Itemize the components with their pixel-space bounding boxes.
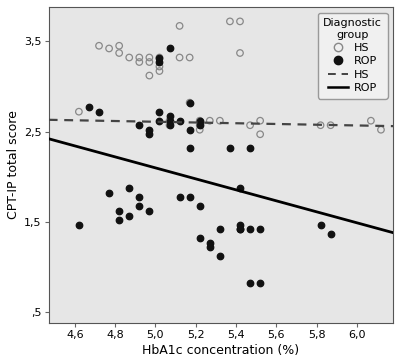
Point bbox=[146, 59, 152, 65]
Point bbox=[196, 122, 203, 128]
Point bbox=[156, 68, 163, 74]
Point bbox=[146, 131, 152, 137]
Point bbox=[217, 253, 223, 259]
Point bbox=[257, 226, 263, 232]
Point bbox=[126, 55, 132, 60]
Point bbox=[206, 244, 213, 250]
Point bbox=[156, 118, 163, 124]
Point bbox=[196, 122, 203, 128]
Point bbox=[186, 100, 193, 106]
Point bbox=[247, 280, 253, 286]
Point bbox=[116, 50, 122, 56]
Point bbox=[247, 145, 253, 151]
Point bbox=[368, 118, 374, 124]
Point bbox=[156, 59, 163, 65]
Point bbox=[206, 118, 213, 124]
Point bbox=[247, 226, 253, 232]
Point bbox=[237, 226, 243, 232]
Point bbox=[237, 222, 243, 228]
Point bbox=[106, 46, 112, 51]
Point bbox=[196, 127, 203, 132]
Point bbox=[126, 213, 132, 218]
Point bbox=[166, 113, 173, 119]
Point bbox=[378, 127, 384, 132]
Y-axis label: CPT-IP total score: CPT-IP total score bbox=[7, 111, 20, 219]
Point bbox=[257, 280, 263, 286]
Point bbox=[156, 109, 163, 115]
Point bbox=[146, 73, 152, 79]
Point bbox=[196, 203, 203, 209]
Point bbox=[166, 118, 173, 124]
Point bbox=[166, 118, 173, 124]
Point bbox=[227, 145, 233, 151]
Point bbox=[257, 118, 263, 124]
Point bbox=[186, 55, 193, 60]
Point bbox=[126, 186, 132, 191]
Point bbox=[136, 203, 142, 209]
Point bbox=[76, 109, 82, 115]
Point bbox=[217, 226, 223, 232]
Point bbox=[156, 64, 163, 70]
Point bbox=[176, 118, 183, 124]
Point bbox=[96, 109, 102, 115]
Point bbox=[156, 55, 163, 60]
Point bbox=[146, 55, 152, 60]
Point bbox=[186, 127, 193, 132]
Point bbox=[156, 55, 163, 60]
Point bbox=[237, 226, 243, 232]
Point bbox=[96, 43, 102, 49]
Point bbox=[86, 104, 92, 110]
Point bbox=[146, 208, 152, 214]
Point bbox=[317, 122, 324, 128]
Point bbox=[237, 50, 243, 56]
Point bbox=[166, 122, 173, 128]
Point bbox=[136, 55, 142, 60]
Point bbox=[76, 222, 82, 228]
Point bbox=[136, 122, 142, 128]
Point bbox=[217, 118, 223, 124]
Point bbox=[257, 131, 263, 137]
X-axis label: HbA1c concentration (%): HbA1c concentration (%) bbox=[142, 344, 300, 357]
Point bbox=[237, 186, 243, 191]
Point bbox=[317, 222, 324, 228]
Point bbox=[186, 100, 193, 106]
Point bbox=[227, 19, 233, 24]
Point bbox=[196, 118, 203, 124]
Point bbox=[328, 122, 334, 128]
Point bbox=[206, 240, 213, 245]
Point bbox=[328, 231, 334, 237]
Point bbox=[136, 59, 142, 65]
Point bbox=[196, 118, 203, 124]
Point bbox=[237, 19, 243, 24]
Point bbox=[176, 55, 183, 60]
Point bbox=[186, 194, 193, 200]
Point bbox=[176, 194, 183, 200]
Point bbox=[106, 190, 112, 196]
Point bbox=[196, 235, 203, 241]
Point bbox=[166, 46, 173, 51]
Point bbox=[116, 217, 122, 223]
Point bbox=[116, 208, 122, 214]
Point bbox=[186, 145, 193, 151]
Point bbox=[136, 194, 142, 200]
Point bbox=[116, 43, 122, 49]
Point bbox=[166, 122, 173, 128]
Legend: HS, ROP, HS, ROP: HS, ROP, HS, ROP bbox=[318, 12, 388, 99]
Point bbox=[247, 122, 253, 128]
Point bbox=[146, 127, 152, 132]
Point bbox=[176, 23, 183, 29]
